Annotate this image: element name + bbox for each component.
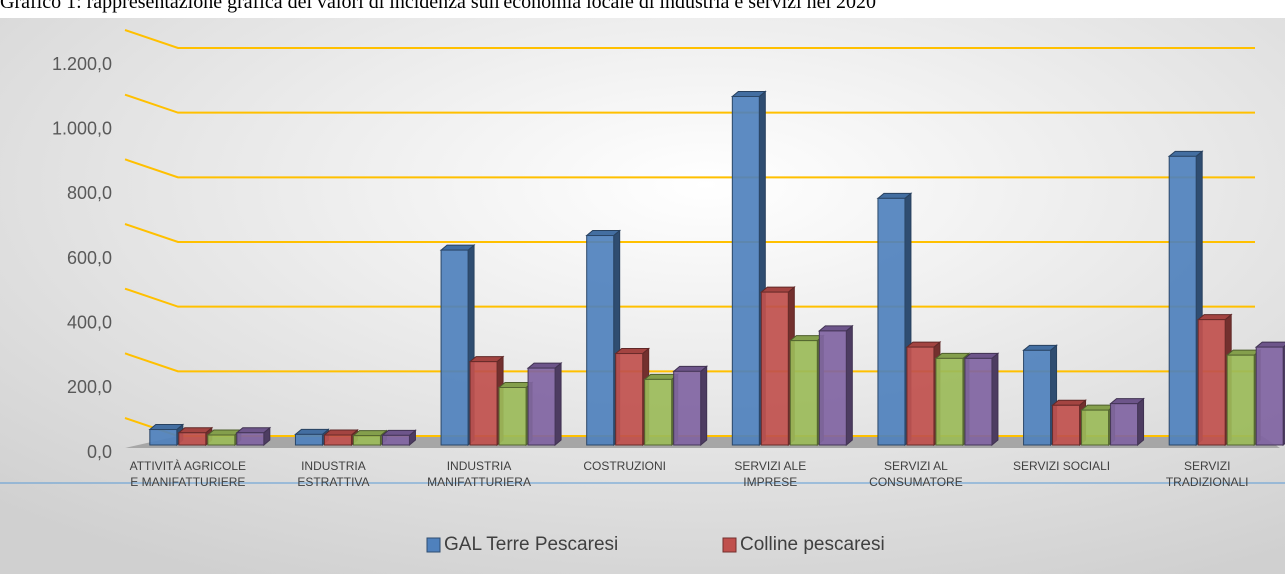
y-tick-label: 200,0 bbox=[67, 377, 112, 397]
bar-top bbox=[148, 424, 185, 431]
bar-top bbox=[206, 429, 243, 436]
bar-top bbox=[788, 335, 825, 342]
bar-top bbox=[1254, 341, 1285, 348]
bar bbox=[906, 346, 935, 446]
bar bbox=[1052, 404, 1081, 446]
bar bbox=[964, 357, 993, 446]
bar-top bbox=[759, 286, 796, 293]
legend-label: GAL Terre Pescaresi bbox=[444, 534, 618, 555]
bar bbox=[527, 367, 556, 446]
bar-top bbox=[1109, 398, 1145, 405]
y-tick-label: 1.200,0 bbox=[52, 54, 112, 74]
bar bbox=[381, 434, 410, 446]
bar-top bbox=[323, 429, 359, 436]
bar bbox=[1255, 346, 1284, 446]
grid-line bbox=[124, 158, 1255, 179]
y-tick-label: 1.000,0 bbox=[52, 118, 112, 138]
bar-top bbox=[585, 230, 622, 237]
grid-line bbox=[124, 29, 1255, 49]
y-tick-label: 800,0 bbox=[67, 183, 112, 203]
bar-side bbox=[1137, 397, 1145, 447]
grid-line bbox=[124, 93, 1255, 114]
bar-top bbox=[1051, 399, 1087, 406]
bar-top bbox=[614, 348, 651, 355]
x-tick-label: SERVIZI AL CONSUMATORE bbox=[869, 459, 963, 489]
y-tick-label: 400,0 bbox=[67, 312, 112, 332]
bar bbox=[236, 432, 265, 446]
x-tick-label: COSTRUZIONI bbox=[583, 459, 667, 473]
bar-top bbox=[876, 192, 913, 199]
bar-top bbox=[672, 365, 709, 372]
bar bbox=[149, 429, 178, 446]
bar bbox=[1197, 319, 1226, 446]
bar-top bbox=[905, 341, 942, 348]
bar-top bbox=[526, 362, 563, 369]
bar-top bbox=[177, 427, 214, 434]
legend-swatch bbox=[722, 537, 737, 553]
x-tick-label: SERVIZI ALE IMPRESE bbox=[734, 459, 807, 489]
bar bbox=[760, 291, 789, 446]
bar bbox=[469, 361, 498, 446]
bar-top bbox=[817, 325, 854, 332]
bar-top bbox=[1167, 150, 1204, 157]
bar-top bbox=[1196, 314, 1233, 321]
bar-top bbox=[1080, 404, 1116, 411]
bar-side bbox=[991, 352, 999, 447]
bar bbox=[586, 235, 615, 446]
x-tick-label: ATTIVITÀ AGRICOLE E MANIFATTURIERE bbox=[129, 459, 247, 489]
x-tick-label: INDUSTRIA ESTRATTIVA bbox=[297, 459, 370, 489]
y-tick-label: 0,0 bbox=[87, 442, 112, 462]
bar bbox=[294, 433, 323, 446]
bar bbox=[178, 432, 207, 446]
bar bbox=[352, 435, 381, 446]
bar bbox=[1226, 354, 1255, 446]
bar bbox=[731, 96, 760, 446]
bar bbox=[1023, 349, 1052, 446]
x-tick-label: SERVIZI SOCIALI bbox=[1012, 459, 1111, 473]
bar-top bbox=[235, 427, 272, 434]
x-tick-label: SERVIZI TRADIZIONALI bbox=[1165, 459, 1249, 489]
bar-top bbox=[497, 382, 534, 388]
bar-top bbox=[381, 429, 417, 436]
chart: 0,0 200,0 400,0 600,0 800,0 1.000,0 1.200,0 GAL… bbox=[0, 18, 1285, 574]
bar bbox=[1081, 409, 1110, 446]
bar-top bbox=[439, 244, 476, 251]
bar-side bbox=[845, 324, 853, 447]
bar-top bbox=[730, 91, 767, 97]
bar bbox=[1168, 155, 1197, 446]
bar-top bbox=[643, 373, 680, 380]
bar bbox=[673, 370, 702, 446]
bar bbox=[789, 340, 818, 446]
chart-title: Grafico 1: rappresentazione grafica dei … bbox=[0, 0, 877, 13]
bar-side bbox=[554, 362, 562, 447]
legend-swatch bbox=[426, 537, 441, 553]
bar-top bbox=[1225, 349, 1262, 356]
bar bbox=[644, 378, 673, 446]
x-tick-label: INDUSTRIA MANIFATTURIERA bbox=[427, 459, 531, 489]
plot-background bbox=[0, 18, 1285, 574]
bar bbox=[1110, 403, 1139, 446]
legend-label: Colline pescaresi bbox=[740, 534, 885, 555]
bar-top bbox=[352, 430, 388, 437]
bar bbox=[440, 249, 469, 446]
bar bbox=[207, 434, 236, 446]
bar-side bbox=[700, 365, 708, 447]
bar-top bbox=[468, 356, 505, 363]
bar-top bbox=[294, 428, 330, 435]
y-tick-label: 600,0 bbox=[67, 248, 112, 268]
bar-top bbox=[1022, 344, 1058, 351]
bar bbox=[877, 197, 906, 446]
bar-top bbox=[934, 352, 971, 359]
bar bbox=[323, 434, 352, 446]
bar-top bbox=[963, 352, 1000, 359]
bar bbox=[935, 357, 964, 446]
bar bbox=[498, 387, 527, 446]
bar bbox=[615, 353, 644, 446]
bar bbox=[818, 330, 847, 446]
